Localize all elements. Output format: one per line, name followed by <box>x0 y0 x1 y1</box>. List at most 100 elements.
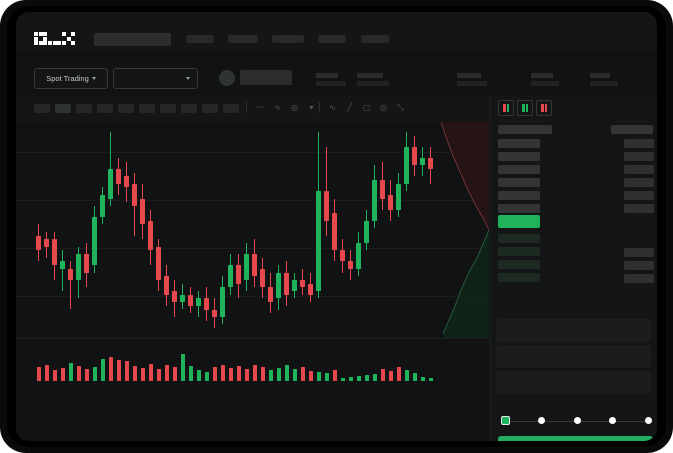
timeframe-8[interactable] <box>181 104 197 113</box>
orderbook-bid-amount <box>624 261 654 270</box>
orderbook-mode-asks[interactable] <box>536 100 552 116</box>
orderbook-ask-amount <box>624 139 654 148</box>
volume-bar <box>116 360 121 381</box>
nav-item-1[interactable] <box>186 35 214 43</box>
order-price-field[interactable] <box>496 319 651 342</box>
orderbook-ask-price[interactable] <box>498 191 540 200</box>
indicator-icon[interactable]: 〰 <box>256 103 265 112</box>
candle-body <box>84 254 89 273</box>
orderbook-last-price-row[interactable] <box>498 215 540 228</box>
logo-pixel <box>38 32 43 37</box>
orderbook-ask-amount <box>624 191 654 200</box>
nav-item-3[interactable] <box>272 35 304 43</box>
orderbook-column-header-price <box>498 125 552 134</box>
timeframe-3[interactable] <box>76 104 92 113</box>
toolbar-divider <box>246 102 247 113</box>
slider-stop-75[interactable] <box>609 417 617 424</box>
line-chart-icon[interactable]: ∿ <box>329 103 336 112</box>
slider-stop-50[interactable] <box>573 417 581 424</box>
volume-bar <box>100 359 105 381</box>
timeframe-1[interactable] <box>34 104 50 113</box>
timeframe-2[interactable] <box>55 104 71 113</box>
volume-bar <box>156 369 161 381</box>
settings-icon[interactable]: ◎ <box>380 103 387 112</box>
candle-body <box>220 287 225 317</box>
volume-bar <box>404 370 409 381</box>
timeframe-4[interactable] <box>97 104 113 113</box>
candle-body <box>260 268 265 288</box>
orderbook-ask-price[interactable] <box>498 204 540 213</box>
orderbook-bid-price[interactable] <box>498 247 540 256</box>
volume-bar <box>140 368 145 381</box>
pair-selector[interactable] <box>113 68 198 89</box>
timeframe-6[interactable] <box>139 104 155 113</box>
volume-bar <box>332 370 337 381</box>
orderbook-ask-amount <box>624 204 654 213</box>
candle-body <box>420 157 425 166</box>
volume-bar <box>300 367 305 381</box>
chart-gridline <box>16 152 490 153</box>
orderbook-bid-amount <box>624 274 654 283</box>
volume-bar <box>148 364 153 381</box>
orderbook-bid-price[interactable] <box>498 273 540 282</box>
volume-bar <box>428 378 433 381</box>
candle-body <box>356 242 361 269</box>
coin-avatar <box>219 70 235 86</box>
chevron-down-icon[interactable]: ▾ <box>309 103 314 112</box>
candle-body <box>404 146 409 184</box>
timeframe-9[interactable] <box>202 104 218 113</box>
market-type-dropdown[interactable]: Spot Trading <box>34 68 108 89</box>
slider-stop-25[interactable] <box>537 417 545 424</box>
logo-pixel <box>71 41 76 46</box>
logo-pixel <box>66 36 71 41</box>
orderbook-ask-price[interactable] <box>498 139 540 148</box>
order-amount-field[interactable] <box>496 345 651 368</box>
compare-icon[interactable]: ∿ <box>274 103 281 112</box>
timeframe-7[interactable] <box>160 104 176 113</box>
order-total-field[interactable] <box>496 371 651 394</box>
logo-pixel <box>34 32 39 37</box>
search-input[interactable] <box>94 33 171 46</box>
volume-bar <box>164 365 169 381</box>
depth-chart-overlay <box>441 122 490 338</box>
candle-body <box>300 279 305 288</box>
volume-bar <box>132 366 137 381</box>
volume-bar <box>412 373 417 381</box>
volume-bar <box>348 377 353 381</box>
orderbook-bid-price[interactable] <box>498 260 540 269</box>
orderbook-ask-price[interactable] <box>498 178 540 187</box>
slider-stop-100[interactable] <box>645 417 652 424</box>
logo-pixel <box>43 36 48 41</box>
volume-bar <box>108 357 113 381</box>
logo-pixel <box>43 41 48 46</box>
orderbook-bid-price[interactable] <box>498 234 540 243</box>
volume-bar <box>236 366 241 381</box>
orderbook-mode-bids[interactable] <box>517 100 533 116</box>
candle-body <box>332 213 337 251</box>
camera-icon[interactable]: ▢ <box>362 103 371 112</box>
orderbook-ask-price[interactable] <box>498 165 540 174</box>
nav-item-4[interactable] <box>318 35 346 43</box>
timeframe-5[interactable] <box>118 104 134 113</box>
nav-item-2[interactable] <box>228 35 258 43</box>
volume-bar <box>388 371 393 381</box>
candlestick-chart[interactable] <box>16 122 490 338</box>
logo-pixel <box>34 41 39 46</box>
orderbook-mode-both[interactable] <box>498 100 514 116</box>
volume-bar <box>268 370 273 381</box>
timeframe-10[interactable] <box>223 104 239 113</box>
volume-bar <box>372 374 377 381</box>
orderbook-ask-amount <box>624 178 654 187</box>
app-screen: Spot Trading <box>16 12 657 441</box>
magnet-icon[interactable]: ╱ <box>347 103 352 112</box>
candle-body <box>212 309 217 317</box>
nav-item-5[interactable] <box>361 35 389 43</box>
amount-slider-handle[interactable] <box>501 416 510 425</box>
submit-order-button[interactable] <box>498 436 653 441</box>
orderbook-ask-price[interactable] <box>498 152 540 161</box>
volume-bar <box>172 367 177 381</box>
alert-icon[interactable]: ◎ <box>291 103 298 112</box>
okx-logo[interactable] <box>34 32 76 46</box>
orderbook-ask-amount <box>624 165 654 174</box>
fullscreen-icon[interactable]: ⤡ <box>397 102 404 112</box>
